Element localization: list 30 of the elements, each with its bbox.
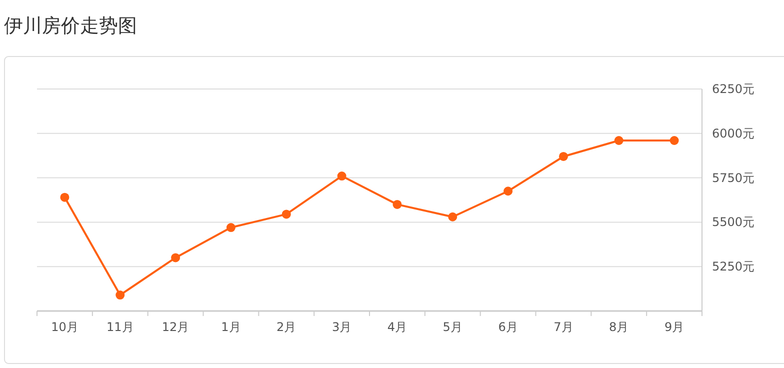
point (337, 172, 346, 181)
x-tick-label: 6月 (498, 320, 518, 334)
y-tick-label: 6000元 (712, 126, 755, 140)
x-tick-label: 8月 (609, 320, 629, 334)
x-tick-label: 4月 (387, 320, 408, 334)
point (504, 186, 513, 196)
x-tick-label: 1月 (221, 320, 241, 334)
x-tick-label: 2月 (276, 320, 296, 334)
point (116, 290, 125, 300)
y-tick-label: 5750元 (712, 170, 755, 185)
x-tick-label: 12月 (162, 320, 190, 334)
point (282, 210, 291, 219)
point (448, 212, 458, 222)
point (670, 136, 679, 146)
point (558, 152, 568, 161)
x-tick-label: 3月 (332, 320, 352, 334)
x-tick-label: 5月 (442, 320, 462, 334)
point (171, 253, 180, 262)
point (392, 200, 402, 209)
point (614, 136, 624, 146)
x-tick-label: 11月 (106, 320, 134, 334)
x-tick-label: 10月 (51, 320, 78, 334)
chart-title: 伊川房价走势图 (4, 15, 137, 37)
y-tick-label: 5500元 (712, 215, 755, 230)
y-tick-label: 6250元 (712, 82, 755, 96)
x-tick-label: 9月 (664, 320, 684, 334)
point (226, 223, 236, 232)
y-tick-label: 5250元 (712, 260, 755, 274)
x-tick-label: 7月 (554, 320, 574, 334)
point (60, 192, 70, 202)
